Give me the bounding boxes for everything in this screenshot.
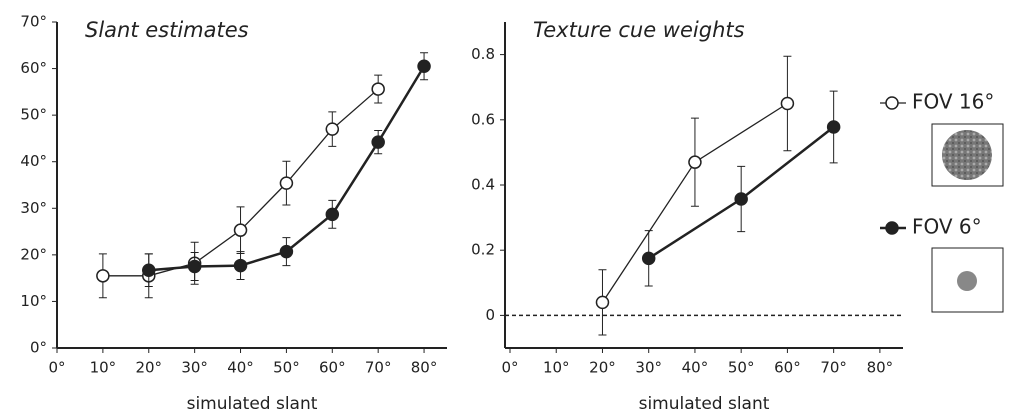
- y-tick-label: 20°: [20, 245, 47, 263]
- x-tick-label: 50°: [728, 359, 755, 377]
- legend: FOV 16° FOV 6°: [880, 90, 1003, 313]
- data-point: [280, 177, 292, 189]
- y-tick-label: 10°: [20, 292, 47, 310]
- x-tick-label: 80°: [867, 359, 894, 377]
- x-tick-label: 40°: [227, 359, 254, 377]
- x-tick-label: 70°: [365, 359, 392, 377]
- x-axis-label: simulated slant: [639, 394, 770, 414]
- x-tick-label: 70°: [820, 359, 847, 377]
- y-tick-label: 60°: [20, 59, 47, 77]
- data-point: [372, 83, 384, 95]
- x-tick-label: 20°: [135, 359, 162, 377]
- y-tick-label: 40°: [20, 152, 47, 170]
- data-point: [235, 260, 247, 272]
- y-tick-label: 0.8: [471, 45, 495, 63]
- legend-label: FOV 6°: [912, 215, 982, 239]
- x-tick-label: 10°: [90, 359, 117, 377]
- data-point: [97, 270, 109, 282]
- x-tick-label: 30°: [181, 359, 208, 377]
- x-tick-label: 50°: [273, 359, 300, 377]
- y-tick-label: 0.4: [471, 176, 495, 194]
- data-point: [372, 136, 384, 148]
- legend-marker: [886, 97, 898, 109]
- data-point: [189, 261, 201, 273]
- data-point: [596, 296, 608, 308]
- data-point: [781, 98, 793, 110]
- x-tick-label: 40°: [682, 359, 709, 377]
- x-tick-label: 20°: [589, 359, 616, 377]
- x-tick-label: 60°: [319, 359, 346, 377]
- y-tick-label: 30°: [20, 199, 47, 217]
- data-point: [143, 264, 155, 276]
- data-point: [689, 156, 701, 168]
- chart-title: Texture cue weights: [533, 18, 745, 42]
- y-tick-label: 70°: [20, 13, 47, 31]
- stimulus-texture: [942, 130, 992, 180]
- stimulus-texture: [957, 271, 977, 291]
- x-tick-label: 60°: [774, 359, 801, 377]
- x-tick-label: 80°: [411, 359, 438, 377]
- data-point: [326, 123, 338, 135]
- y-tick-label: 50°: [20, 106, 47, 124]
- data-point: [235, 224, 247, 236]
- figure: FOV 16° FOV 6° Slant estimates simulated s…: [0, 0, 1021, 416]
- x-tick-label: 0°: [501, 359, 518, 377]
- chart-title: Slant estimates: [85, 18, 249, 42]
- x-tick-label: 30°: [635, 359, 662, 377]
- x-tick-label: 10°: [543, 359, 570, 377]
- data-point: [735, 193, 747, 205]
- x-tick-label: 0°: [48, 359, 65, 377]
- legend-marker: [886, 222, 898, 234]
- data-point: [828, 121, 840, 133]
- y-tick-label: 0.6: [471, 110, 495, 128]
- x-axis-label: simulated slant: [187, 394, 318, 414]
- data-point: [418, 60, 430, 72]
- data-point: [326, 208, 338, 220]
- y-tick-label: 0.2: [471, 241, 495, 259]
- y-tick-label: 0: [485, 306, 495, 324]
- legend-label: FOV 16°: [912, 90, 994, 114]
- data-point: [643, 252, 655, 264]
- y-tick-label: 0°: [30, 339, 47, 357]
- data-point: [280, 246, 292, 258]
